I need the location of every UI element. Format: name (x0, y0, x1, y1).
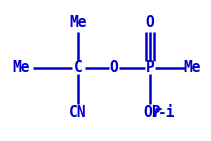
Text: Me: Me (69, 15, 87, 30)
Text: C: C (74, 60, 83, 75)
Text: Me: Me (12, 60, 30, 75)
Text: Me: Me (183, 60, 201, 75)
Text: CN: CN (69, 105, 87, 120)
Text: O: O (110, 60, 118, 75)
Text: r: r (153, 105, 162, 120)
Text: OP: OP (143, 105, 161, 120)
Text: -i: -i (158, 105, 175, 120)
Text: O: O (145, 15, 154, 30)
Text: P: P (145, 60, 154, 75)
